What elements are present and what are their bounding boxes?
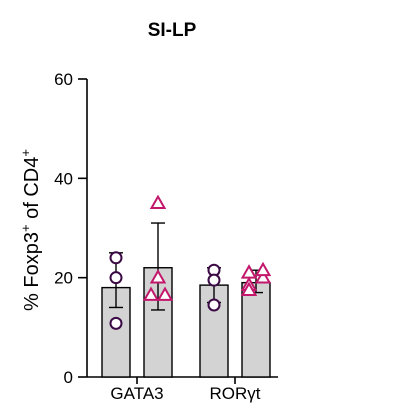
y-axis-label: % Foxp3+ of CD4+ <box>18 149 43 311</box>
y-label-sup2: + <box>18 149 33 157</box>
y-label-prefix: % Foxp3 <box>21 232 43 311</box>
data-point-triangle <box>240 281 258 296</box>
data-point-triangle <box>254 269 272 284</box>
y-tick-label: 60 <box>54 70 73 89</box>
y-tick-label: 20 <box>54 269 73 288</box>
bar <box>241 281 271 378</box>
data-point-circle <box>207 273 221 287</box>
data-point-triangle <box>240 264 258 279</box>
y-tick-label: 40 <box>54 169 73 188</box>
x-tick-label: RORγt <box>210 384 261 403</box>
data-point-triangle <box>149 194 167 210</box>
y-tick-label: 0 <box>64 368 73 387</box>
data-points <box>109 194 272 330</box>
y-label-middle: of CD4 <box>21 157 43 225</box>
data-point-circle <box>109 251 123 265</box>
x-tick-label: GATA3 <box>110 384 163 403</box>
error-bars <box>109 222 263 311</box>
data-point-circle <box>109 271 123 285</box>
data-point-triangle <box>156 286 174 301</box>
data-point-circle <box>109 316 123 330</box>
y-label-sup1: + <box>18 224 33 232</box>
x-tick-labels: GATA3 RORγt <box>110 384 260 403</box>
data-point-triangle <box>149 269 167 284</box>
data-point-triangle <box>254 261 272 277</box>
data-point-triangle <box>142 286 160 301</box>
chart-title: SI-LP <box>148 20 197 41</box>
data-point-circle <box>207 298 221 312</box>
